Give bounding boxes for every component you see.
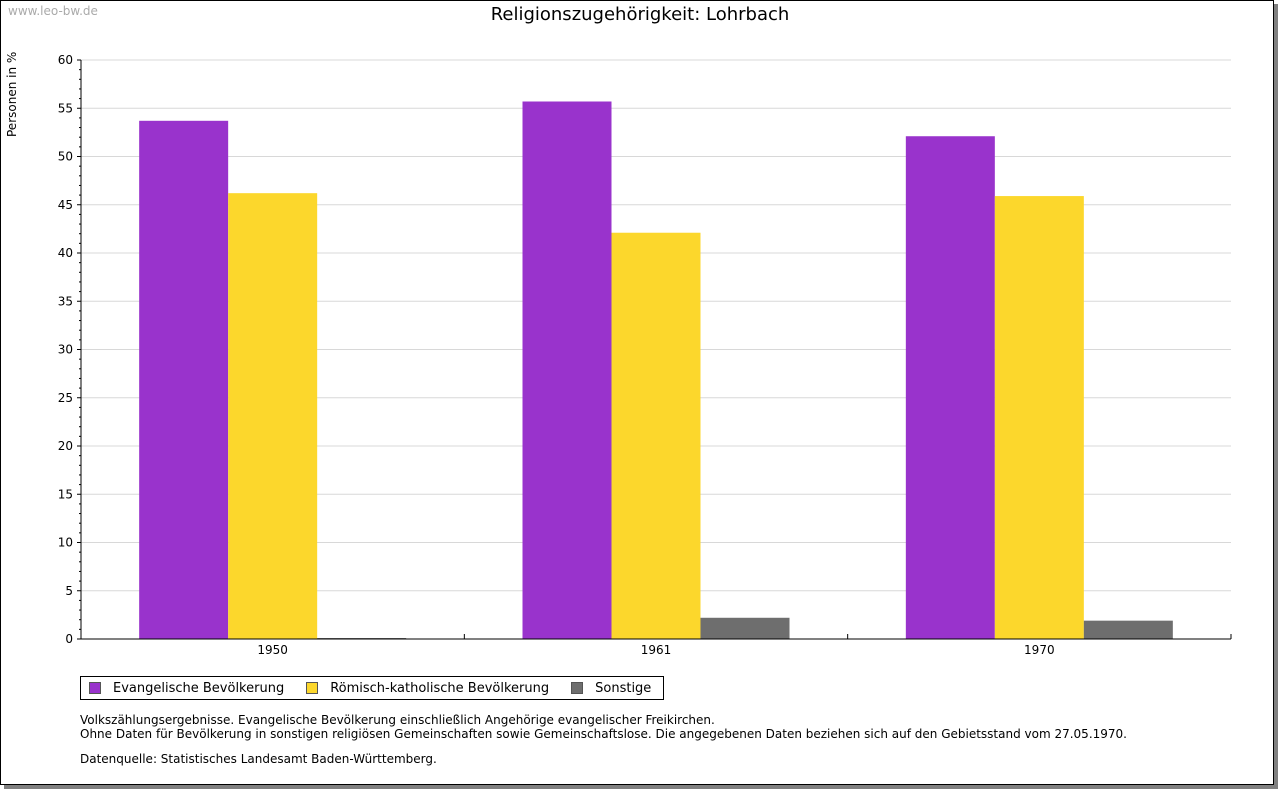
- legend-item: Sonstige: [571, 681, 651, 696]
- y-tick-label: 0: [65, 632, 73, 646]
- x-tick-label: 1970: [1024, 643, 1055, 657]
- bar: [700, 617, 790, 639]
- y-tick-label: 25: [58, 391, 73, 405]
- y-tick-label: 40: [58, 246, 73, 260]
- y-tick-label: 20: [58, 439, 73, 453]
- legend-label: Sonstige: [595, 680, 652, 696]
- bar: [994, 196, 1084, 639]
- y-tick-label: 30: [58, 343, 73, 357]
- data-source: Datenquelle: Statistisches Landesamt Bad…: [80, 752, 437, 766]
- bar: [611, 232, 701, 640]
- legend-item: Römisch-katholische Bevölkerung: [306, 681, 549, 696]
- legend-label: Evangelische Bevölkerung: [113, 680, 285, 696]
- chart-title: Religionszugehörigkeit: Lohrbach: [490, 4, 790, 25]
- legend-item: Evangelische Bevölkerung: [89, 681, 284, 696]
- y-tick-label: 55: [58, 101, 73, 115]
- legend-swatch: [306, 682, 319, 694]
- y-tick-label: 10: [58, 536, 73, 550]
- y-tick-label: 15: [58, 487, 73, 501]
- y-tick-label: 60: [58, 53, 73, 67]
- legend-label: Römisch-katholische Bevölkerung: [330, 680, 550, 696]
- notes: Volkszählungsergebnisse. Evangelische Be…: [80, 713, 1127, 741]
- y-tick-label: 5: [65, 584, 73, 598]
- y-tick-label: 50: [58, 150, 73, 164]
- legend: Evangelische Bevölkerung Römisch-katholis…: [80, 676, 665, 700]
- y-tick-label: 35: [58, 294, 73, 308]
- x-tick-label: 1950: [257, 643, 288, 657]
- bar: [1083, 620, 1173, 639]
- watermark: www.leo-bw.de: [8, 4, 98, 18]
- bar: [228, 193, 318, 640]
- bar: [522, 101, 612, 640]
- legend-swatch: [571, 682, 584, 694]
- bar: [905, 136, 995, 640]
- legend-swatch: [89, 682, 101, 694]
- note-line-2: Ohne Daten für Bevölkerung in sonstigen …: [80, 727, 1127, 741]
- x-tick-label: 1961: [641, 643, 672, 657]
- y-tick-label: 45: [58, 198, 73, 212]
- note-line-1: Volkszählungsergebnisse. Evangelische Be…: [80, 713, 715, 727]
- bar: [139, 120, 229, 640]
